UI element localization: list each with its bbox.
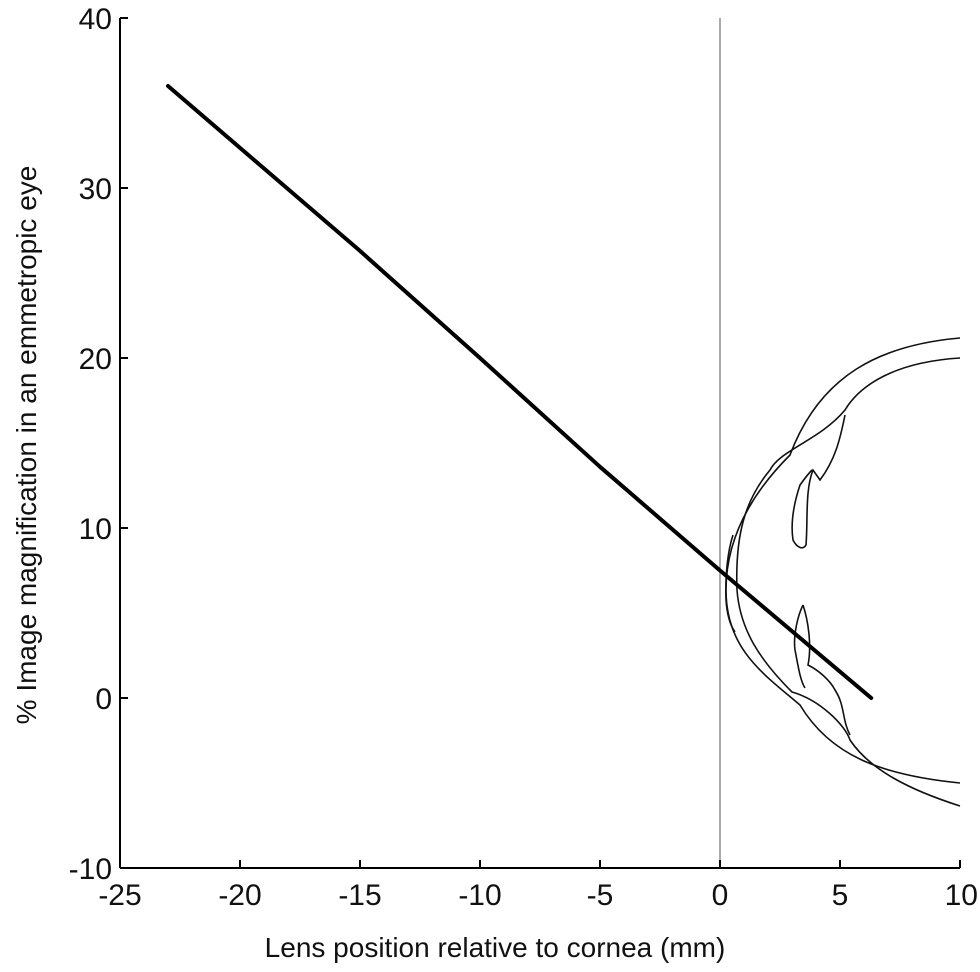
x-tick-label: -5 [587, 879, 614, 912]
x-tick-label: 10 [945, 879, 978, 912]
x-tick-label: 0 [712, 879, 729, 912]
y-tick-label: 10 [79, 513, 112, 546]
eye-inner-outline [735, 357, 961, 807]
eye-diagram [725, 337, 961, 807]
eye-cornea-front [725, 534, 736, 633]
eye-outer-outline [725, 337, 961, 784]
y-axis-ticks: -10 0 10 20 30 40 [69, 3, 128, 886]
y-tick-label: 40 [79, 3, 112, 36]
y-tick-label: -10 [69, 853, 112, 886]
x-axis-ticks: -25 -20 -15 -10 -5 0 5 10 [98, 860, 978, 912]
x-tick-label: 5 [832, 879, 849, 912]
x-tick-label: -10 [458, 879, 501, 912]
x-tick-label: -15 [338, 879, 381, 912]
x-tick-label: -25 [98, 879, 141, 912]
eye-iris-lower [793, 604, 851, 736]
y-tick-label: 20 [79, 343, 112, 376]
y-tick-label: 30 [79, 173, 112, 206]
y-axis-title: % Image magnification in an emmetropic e… [11, 166, 42, 725]
x-tick-label: -20 [218, 879, 261, 912]
x-axis-title: Lens position relative to cornea (mm) [265, 932, 726, 963]
eye-iris-upper [791, 414, 846, 549]
y-tick-label: 0 [95, 683, 112, 716]
magnification-series-line [166, 84, 874, 700]
